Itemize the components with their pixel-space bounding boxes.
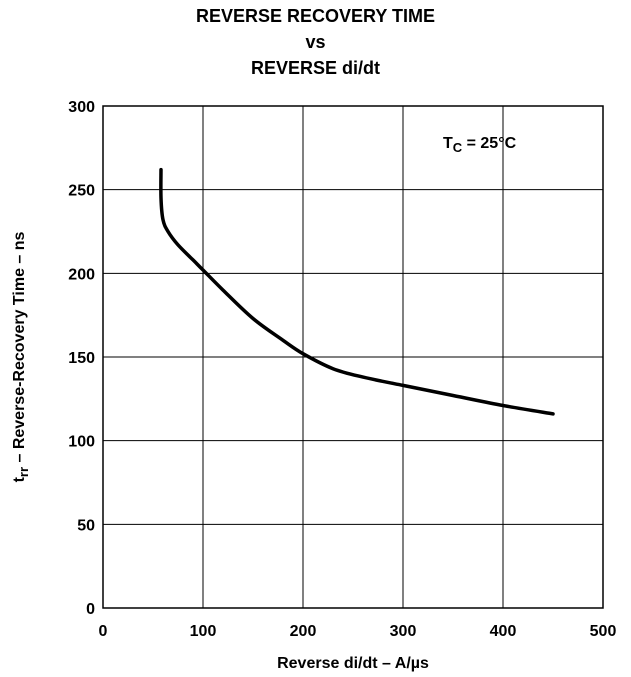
annotation-symbol: T (443, 135, 453, 152)
x-tick-label: 300 (390, 623, 417, 640)
y-axis-label-text: – Reverse-Recovery Time – ns (11, 231, 28, 467)
chart-title-line-2: vs (305, 32, 326, 52)
annotation-subscript: C (453, 140, 463, 155)
plot-frame (102, 105, 604, 609)
chart-title-line-1: REVERSE RECOVERY TIME (195, 6, 436, 26)
chart-title-line-3: REVERSE di/dt (250, 58, 380, 78)
x-axis-label: Reverse di/dt – A/µs (277, 655, 429, 672)
x-tick-label: 0 (99, 623, 108, 640)
x-tick-label: 100 (190, 623, 217, 640)
y-tick-label: 150 (68, 350, 95, 367)
y-axis-label-subscript: rr (16, 467, 31, 477)
y-tick-label: 250 (68, 183, 95, 200)
y-tick-label: 300 (68, 99, 95, 116)
y-tick-label: 50 (77, 517, 95, 534)
y-tick-label: 0 (86, 601, 95, 618)
data-line-trr (159, 167, 555, 416)
y-tick-label: 100 (68, 434, 95, 451)
annotation-text: = 25°C (462, 135, 516, 152)
y-axis-label-symbol: t (11, 476, 28, 482)
x-tick-label: 400 (490, 623, 517, 640)
y-axis-label: trr – Reverse-Recovery Time – ns (11, 231, 31, 482)
y-tick-label: 200 (68, 266, 95, 283)
x-tick-label: 200 (290, 623, 317, 640)
tick-labels: 0 100 200 300 400 500 0 50 100 150 200 250 300 (68, 99, 616, 640)
temperature-annotation: TC = 25°C (443, 135, 517, 155)
grid-lines (103, 106, 603, 608)
x-tick-label: 500 (590, 623, 617, 640)
